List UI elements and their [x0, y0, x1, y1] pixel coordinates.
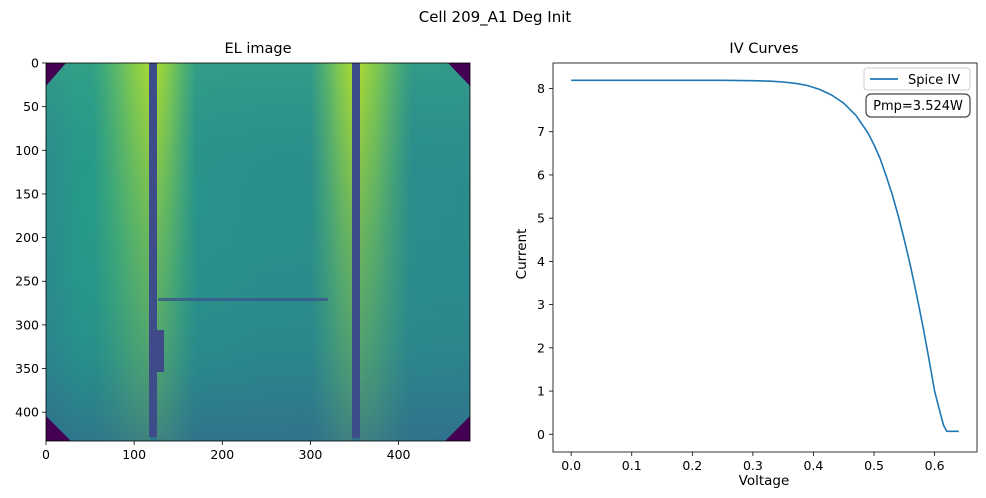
- el-image-panel: EL image 0 100 200 300 400 0 50 100 150 200 250 30…: [15, 41, 471, 462]
- legend-label: Spice IV: [908, 73, 960, 88]
- iv-y-tick-label: 1: [537, 384, 545, 399]
- el-x-tick-label: 100: [122, 447, 146, 462]
- figure-title: Cell 209_A1 Deg Init: [419, 8, 572, 27]
- el-y-tick-label: 350: [15, 361, 39, 376]
- iv-y-axis: 0 1 2 3 4 5 6 7 8: [537, 81, 553, 442]
- iv-series-group: [571, 79, 959, 433]
- iv-chart-title: IV Curves: [729, 41, 798, 57]
- busbar-right: [352, 63, 360, 438]
- el-y-tick-label: 0: [31, 56, 39, 71]
- el-y-tick-label: 400: [15, 405, 39, 420]
- iv-y-tick-label: 5: [537, 211, 545, 226]
- legend: Spice IV: [863, 67, 971, 91]
- iv-x-tick-label: 0.4: [804, 458, 824, 473]
- iv-y-tick-label: 2: [537, 340, 545, 355]
- iv-x-tick-label: 0.0: [561, 458, 581, 473]
- pmp-annotation-text: Pmp=3.524W: [873, 99, 963, 114]
- iv-curve-panel: IV Curves 0.0 0.1 0.2 0.3 0.4 0.5 0.6 0 1 2 3 4 5 6 7…: [514, 41, 978, 489]
- el-x-tick-label: 300: [299, 447, 323, 462]
- iv-y-tick-label: 0: [537, 427, 545, 442]
- crack-line: [158, 298, 328, 301]
- iv-x-tick-label: 0.3: [743, 458, 763, 473]
- el-x-axis: 0 100 200 300 400: [42, 441, 411, 462]
- iv-x-tick-label: 0.6: [925, 458, 945, 473]
- iv-plot-area: [552, 62, 978, 453]
- el-y-tick-label: 100: [15, 143, 39, 158]
- el-y-tick-label: 300: [15, 317, 39, 332]
- iv-x-tick-label: 0.1: [622, 458, 642, 473]
- iv-x-axis: 0.0 0.1 0.2 0.3 0.4 0.5 0.6: [561, 452, 945, 473]
- iv-x-label: Voltage: [739, 473, 790, 489]
- el-image-title: EL image: [224, 41, 291, 57]
- iv-y-tick-label: 8: [537, 81, 545, 96]
- el-x-tick-label: 0: [42, 447, 50, 462]
- el-image: [46, 63, 470, 441]
- iv-y-tick-label: 6: [537, 167, 545, 182]
- el-y-axis: 0 50 100 150 200 250 300 350 400: [15, 56, 46, 420]
- iv-y-tick-label: 7: [537, 124, 545, 139]
- el-x-tick-label: 200: [210, 447, 234, 462]
- el-y-tick-label: 150: [15, 186, 39, 201]
- iv-x-tick-label: 0.2: [682, 458, 702, 473]
- pmp-annotation: Pmp=3.524W: [865, 93, 971, 118]
- el-y-tick-label: 200: [15, 230, 39, 245]
- iv-series-line-0: [571, 79, 959, 433]
- iv-x-tick-label: 0.5: [864, 458, 884, 473]
- el-x-tick-label: 400: [387, 447, 411, 462]
- iv-y-tick-label: 3: [537, 297, 545, 312]
- el-y-tick-label: 50: [23, 99, 39, 114]
- iv-y-label: Current: [514, 229, 530, 280]
- iv-y-tick-label: 4: [537, 254, 545, 269]
- el-y-tick-label: 250: [15, 274, 39, 289]
- busbar-left: [149, 63, 157, 437]
